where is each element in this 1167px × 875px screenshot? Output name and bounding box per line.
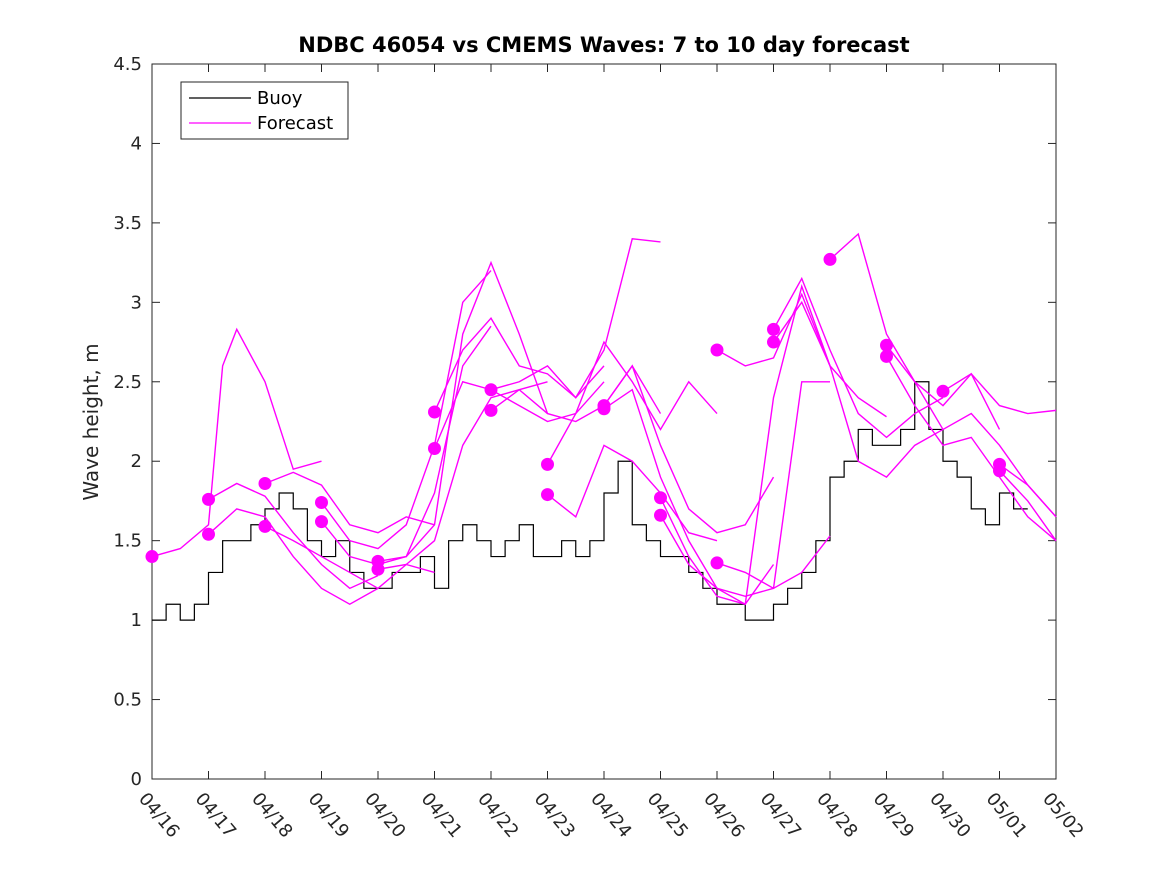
forecast-line: [999, 463, 1057, 518]
forecast-line: [998, 470, 1057, 542]
x-tick-label: 04/25: [643, 789, 692, 842]
forecast-line: [716, 535, 831, 590]
forecast-line: [377, 260, 549, 563]
forecast-start-point: [710, 556, 724, 570]
x-tick-label: 04/28: [812, 789, 861, 842]
forecast-start-point: [880, 338, 893, 352]
forecast-start-point: [484, 383, 498, 397]
x-tick-label: 04/18: [247, 789, 296, 842]
x-tick-label: 04/26: [699, 789, 748, 842]
forecast-line: [320, 325, 492, 566]
y-tick-label: 1.5: [113, 531, 142, 552]
forecast-line: [264, 471, 435, 534]
forecast-line: [490, 238, 661, 399]
y-tick-label: 2: [131, 451, 142, 472]
forecast-line: [772, 276, 944, 439]
forecast-start-point: [315, 496, 328, 510]
forecast-line: [716, 292, 887, 418]
y-tick-label: 3: [131, 292, 142, 313]
forecast-start-point: [202, 492, 215, 506]
y-tick-label: 3.5: [113, 213, 142, 234]
plot-area: 0 0.5 1 1.5 2 2.5 3 3.5 4 4.5 04/16 04/17 04/18 04/19…: [113, 54, 1087, 842]
forecast-start-point: [654, 491, 667, 505]
forecast-line: [942, 372, 1057, 415]
forecast-line: [320, 270, 492, 550]
forecast-start-point: [484, 403, 498, 417]
forecast-line: [208, 482, 379, 590]
forecast-line: [603, 364, 775, 534]
forecast-start-point: [767, 335, 780, 349]
y-tick-label: 2.5: [113, 372, 142, 393]
y-tick-label: 4.5: [113, 54, 142, 75]
x-tick-label: 04/21: [417, 789, 466, 842]
forecast-start-point: [258, 476, 272, 490]
x-tick-label: 04/20: [360, 789, 409, 842]
forecast-line: [659, 381, 830, 598]
x-tick-label: 04/17: [191, 789, 240, 842]
forecast-line: [885, 356, 1057, 542]
forecast-start-point: [936, 384, 950, 398]
axes-box: [151, 63, 1057, 780]
x-tick-label: 04/19: [304, 789, 353, 842]
x-tick-label: 04/22: [473, 789, 522, 842]
forecast-start-point: [710, 343, 724, 357]
x-tick-label: 04/16: [134, 789, 183, 842]
y-tick-label: 4: [131, 133, 142, 154]
forecast-start-point: [880, 349, 893, 363]
forecast-start-point: [428, 442, 441, 456]
chart-title: NDBC 46054 vs CMEMS Waves: 7 to 10 day f…: [298, 33, 909, 57]
forecast-start-point: [145, 550, 159, 564]
forecast-start-point: [541, 457, 554, 471]
forecast-start-point: [202, 527, 215, 541]
forecast-line: [208, 508, 379, 606]
forecast-start-point: [315, 515, 328, 529]
legend-label: Buoy: [257, 88, 303, 109]
x-tick-label: 04/23: [530, 789, 579, 842]
x-tick-label: 05/02: [1038, 789, 1087, 842]
legend: Buoy Forecast: [180, 81, 349, 140]
legend-label: Forecast: [257, 113, 333, 134]
x-tick-label: 04/24: [586, 789, 635, 842]
forecast-start-point: [767, 322, 780, 336]
forecast-line: [659, 284, 831, 606]
y-axis-label: Wave height, m: [79, 343, 103, 500]
x-tick-label: 05/01: [982, 789, 1031, 842]
y-tick-label: 0: [131, 769, 142, 790]
x-tick-label: 04/29: [869, 789, 918, 842]
forecast-line: [151, 327, 322, 558]
buoy-line: [152, 381, 1028, 621]
y-tick-label: 0.5: [113, 690, 142, 711]
forecast-start-point: [823, 252, 837, 266]
forecast-line: [547, 444, 718, 542]
y-tick-label: 1: [131, 610, 142, 631]
forecast-start-point: [654, 508, 667, 522]
x-tick-label: 04/30: [925, 789, 974, 842]
x-tick-label: 04/27: [756, 789, 805, 842]
forecast-line: [772, 300, 944, 478]
legend-box: [180, 81, 349, 140]
forecast-start-point: [258, 519, 272, 533]
forecast-start-point: [993, 464, 1006, 478]
forecast-start-point: [597, 402, 611, 416]
forecast-start-point: [541, 488, 554, 502]
forecast-line: [546, 340, 718, 465]
forecast-start-point: [371, 562, 385, 576]
forecast-start-point: [428, 405, 441, 419]
